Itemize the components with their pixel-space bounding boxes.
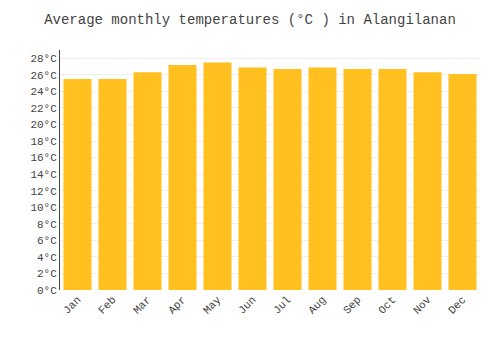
svg-text:Average monthly temperatures (: Average monthly temperatures (°C ) in Al…	[44, 12, 456, 28]
svg-text:0°C: 0°C	[37, 285, 57, 297]
svg-text:26°C: 26°C	[30, 70, 57, 82]
svg-text:10°C: 10°C	[30, 202, 57, 214]
svg-text:Jun: Jun	[236, 294, 258, 316]
svg-text:Jul: Jul	[271, 294, 293, 316]
svg-text:2°C: 2°C	[37, 268, 57, 280]
svg-text:20°C: 20°C	[30, 119, 57, 131]
svg-text:18°C: 18°C	[30, 136, 57, 148]
svg-text:14°C: 14°C	[30, 169, 57, 181]
svg-text:Mar: Mar	[131, 294, 153, 316]
svg-text:4°C: 4°C	[37, 252, 57, 264]
svg-text:Feb: Feb	[96, 294, 118, 316]
svg-text:6°C: 6°C	[37, 235, 57, 247]
svg-text:Oct: Oct	[376, 294, 398, 316]
svg-text:8°C: 8°C	[37, 219, 57, 231]
svg-text:22°C: 22°C	[30, 103, 57, 115]
svg-text:Jan: Jan	[61, 294, 83, 316]
svg-text:12°C: 12°C	[30, 186, 57, 198]
svg-text:Aug: Aug	[306, 294, 328, 316]
svg-text:24°C: 24°C	[30, 86, 57, 98]
svg-text:Dec: Dec	[446, 294, 468, 316]
svg-text:Sep: Sep	[341, 294, 363, 316]
svg-text:16°C: 16°C	[30, 152, 57, 164]
svg-text:Nov: Nov	[411, 294, 434, 317]
svg-text:May: May	[201, 294, 224, 317]
svg-text:Apr: Apr	[166, 294, 188, 316]
svg-text:28°C: 28°C	[30, 53, 57, 65]
